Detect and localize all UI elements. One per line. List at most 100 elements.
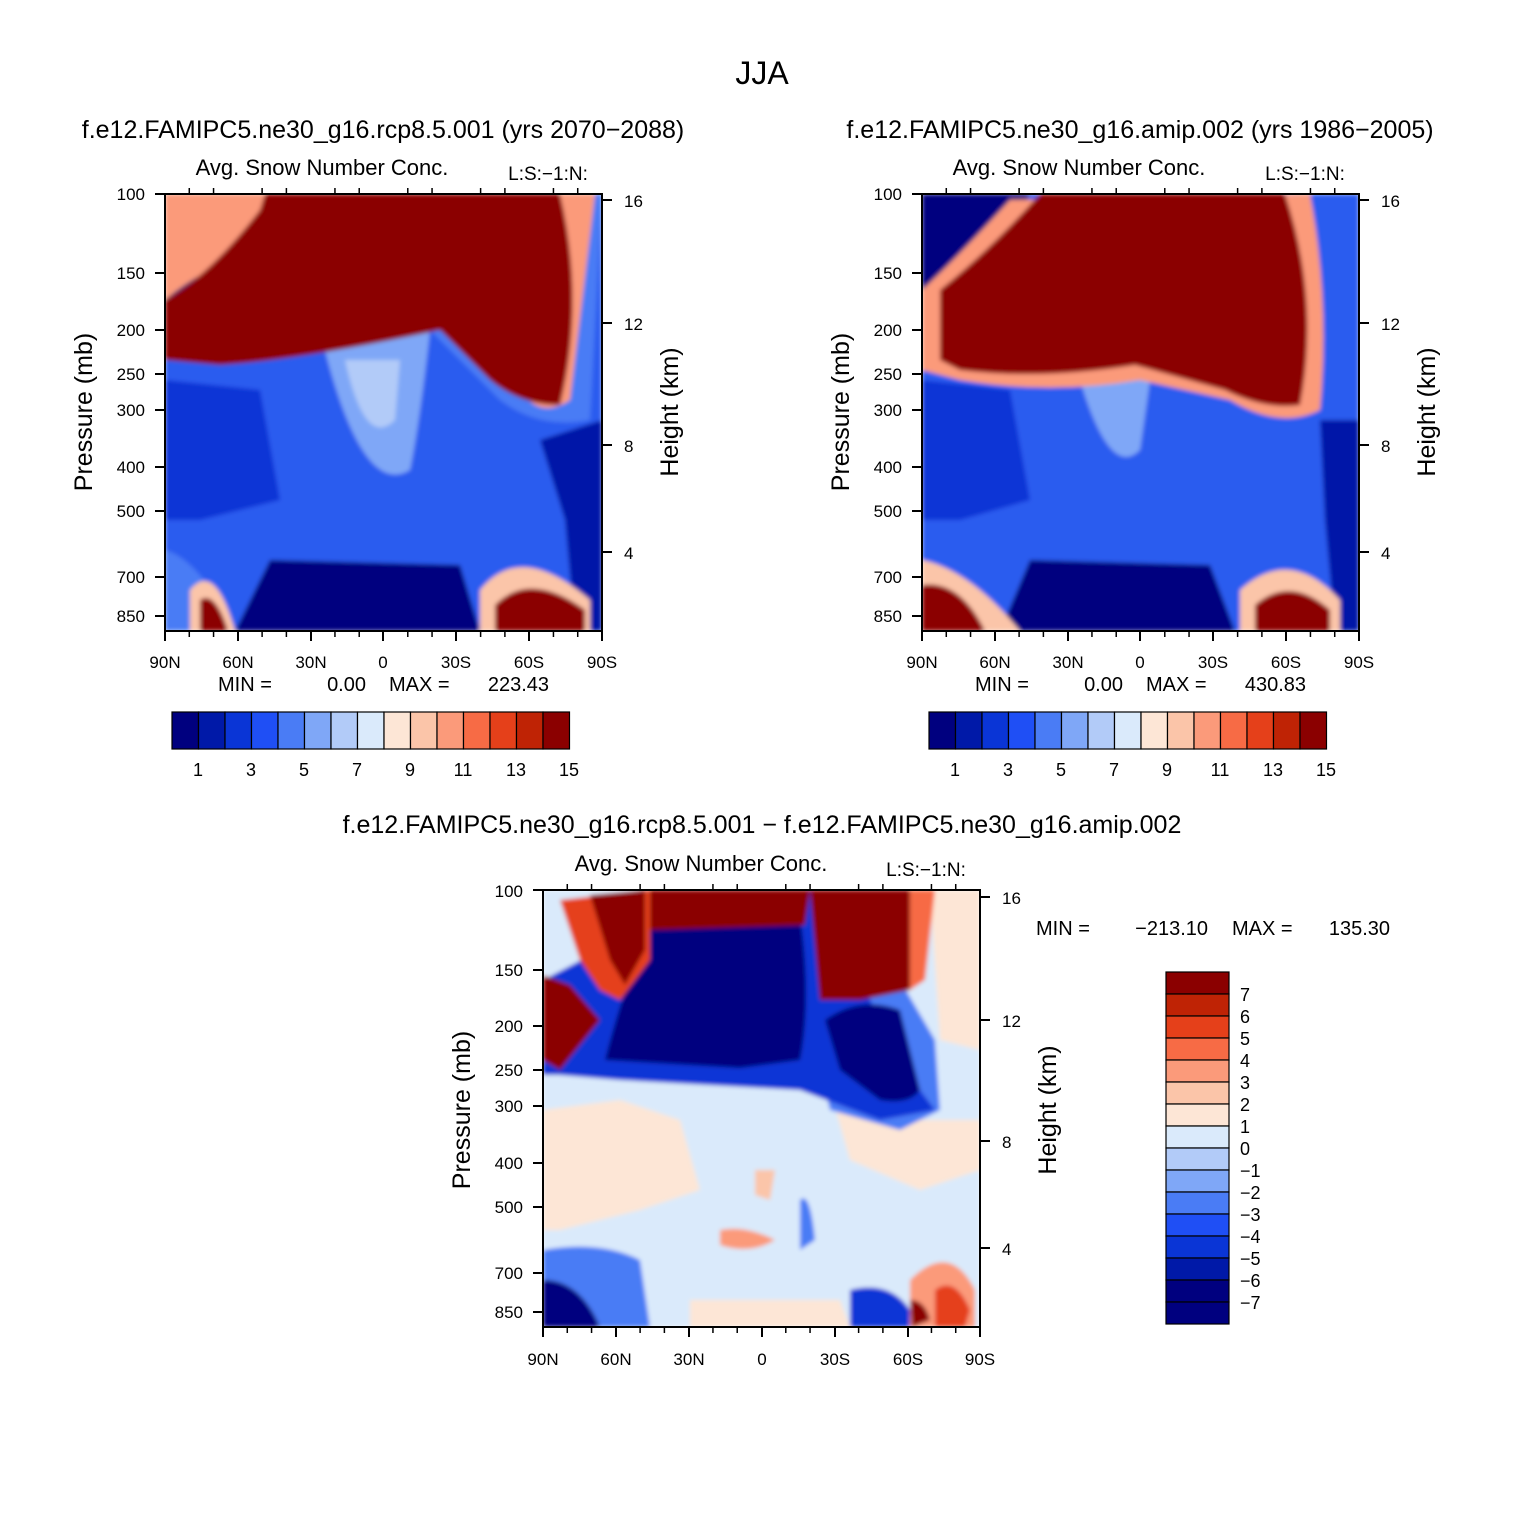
y-axis-height: 16 12 8 4 Height (km) (602, 192, 684, 563)
panel-header: f.e12.FAMIPC5.ne30_g16.rcp8.5.001 − f.e1… (343, 811, 1182, 839)
colorbar-swatch (1193, 711, 1222, 750)
colorbar: 7 6 5 4 3 2 1 0 −1 −2 −3 −4 −5 −6 −7 (1165, 971, 1261, 1325)
colorbar-swatches (171, 711, 571, 750)
colorbar-swatch (1272, 711, 1301, 750)
colorbar: 1 3 5 7 9 11 13 15 (928, 711, 1336, 780)
colorbar-label: −5 (1240, 1249, 1261, 1269)
x-tick-label: 0 (378, 653, 387, 672)
colorbar-label: 1 (950, 760, 960, 780)
x-tick-label: 90N (527, 1350, 558, 1369)
x-tick-label: 60N (600, 1350, 631, 1369)
x-tick-label: 60S (893, 1350, 923, 1369)
colorbar-label: 9 (1162, 760, 1172, 780)
max-value: 223.43 (488, 674, 549, 696)
y-tick-label: 100 (495, 882, 523, 901)
colorbar-swatch (1165, 1257, 1230, 1281)
x-tick-label: 90N (906, 653, 937, 672)
colorbar-label: −3 (1240, 1205, 1261, 1225)
colorbar-swatch (1087, 711, 1116, 750)
y-tick-label: 500 (874, 502, 902, 521)
colorbar-swatches (1165, 971, 1230, 1325)
x-tick-label: 60S (514, 653, 544, 672)
colorbar-label: 4 (1240, 1051, 1250, 1071)
panel-rcp85: f.e12.FAMIPC5.ne30_g16.rcp8.5.001 (yrs 2… (70, 116, 684, 780)
colorbar-swatch (224, 711, 253, 750)
y-axis-label: Pressure (mb) (827, 333, 855, 491)
colorbar-label: −4 (1240, 1227, 1261, 1247)
x-tick-label: 30N (295, 653, 326, 672)
x-tick-label: 60N (979, 653, 1010, 672)
colorbar-label: 3 (1240, 1073, 1250, 1093)
panel-difference: f.e12.FAMIPC5.ne30_g16.rcp8.5.001 − f.e1… (343, 811, 1390, 1369)
colorbar-swatch (1165, 1279, 1230, 1303)
colorbar-swatch (1165, 1235, 1230, 1259)
x-tick-label: 30N (1052, 653, 1083, 672)
min-value: −213.10 (1135, 918, 1208, 940)
y-tick-label: 400 (874, 458, 902, 477)
colorbar-label: 3 (246, 760, 256, 780)
colorbar-swatch (1034, 711, 1063, 750)
colorbar-label: 7 (1240, 985, 1250, 1005)
colorbar-label: 9 (405, 760, 415, 780)
colorbar-swatch (954, 711, 983, 750)
colorbar-label: 11 (454, 760, 473, 780)
colorbar-swatch (277, 711, 306, 750)
colorbar-swatch (1165, 1301, 1230, 1325)
y-axis-height: 16 12 8 4 Height (km) (980, 889, 1062, 1259)
y-tick-label: 300 (117, 401, 145, 420)
colorbar-swatch (1165, 1015, 1230, 1039)
y-tick-label: 200 (117, 321, 145, 340)
colorbar-label: 0 (1240, 1139, 1250, 1159)
height-tick-label: 12 (1002, 1012, 1021, 1031)
x-tick-label: 90S (1344, 653, 1374, 672)
y-tick-label: 200 (874, 321, 902, 340)
plot-subtitle: L:S:−1:N: (508, 164, 588, 185)
x-axis: 90N 60N 30N 0 30S 60S 90S (149, 631, 617, 672)
colorbar-swatch (928, 711, 957, 750)
colorbar-swatch (1140, 711, 1169, 750)
colorbar-swatch (1165, 1103, 1230, 1127)
colorbar-swatches (928, 711, 1328, 750)
colorbar-swatch (462, 711, 491, 750)
page-title: JJA (735, 55, 789, 91)
colorbar-label: 5 (1240, 1029, 1250, 1049)
contour-field (543, 890, 980, 1327)
y-tick-label: 850 (874, 607, 902, 626)
min-max-stats: MIN = −213.10 MAX = 135.30 (1036, 918, 1390, 940)
colorbar-label: 7 (1109, 760, 1119, 780)
max-value: 135.30 (1329, 918, 1390, 940)
max-label: MAX = (389, 674, 450, 696)
colorbar-swatch (1165, 1125, 1230, 1149)
height-tick-label: 4 (624, 544, 633, 563)
colorbar-swatch (1165, 1059, 1230, 1083)
colorbar: 1 3 5 7 9 11 13 15 (171, 711, 579, 780)
min-value: 0.00 (327, 674, 366, 696)
x-tick-label: 30S (441, 653, 471, 672)
height-tick-label: 8 (624, 437, 633, 456)
plot-title: Avg. Snow Number Conc. (575, 851, 828, 876)
colorbar-swatch (1060, 711, 1089, 750)
height-tick-label: 8 (1002, 1133, 1011, 1152)
colorbar-label: 1 (1240, 1117, 1250, 1137)
y-tick-label: 700 (495, 1264, 523, 1283)
colorbar-swatch (197, 711, 226, 750)
plot-subtitle: L:S:−1:N: (1265, 164, 1345, 185)
colorbar-swatch (250, 711, 279, 750)
colorbar-label: 3 (1003, 760, 1013, 780)
x-tick-label: 60N (222, 653, 253, 672)
y-axis-label-right: Height (km) (656, 347, 684, 476)
panel-header: f.e12.FAMIPC5.ne30_g16.amip.002 (yrs 198… (846, 116, 1433, 144)
y-tick-label: 150 (495, 961, 523, 980)
y-tick-label: 150 (874, 264, 902, 283)
min-label: MIN = (1036, 918, 1090, 940)
y-axis-pressure: 100 150 200 250 300 400 500 700 850 Pres… (70, 185, 165, 626)
height-tick-label: 4 (1381, 544, 1390, 563)
y-tick-label: 250 (874, 365, 902, 384)
colorbar-swatch (542, 711, 571, 750)
colorbar-label: 7 (352, 760, 362, 780)
x-tick-label: 30S (820, 1350, 850, 1369)
y-tick-label: 700 (874, 568, 902, 587)
x-tick-label: 30N (673, 1350, 704, 1369)
height-tick-label: 16 (1002, 889, 1021, 908)
